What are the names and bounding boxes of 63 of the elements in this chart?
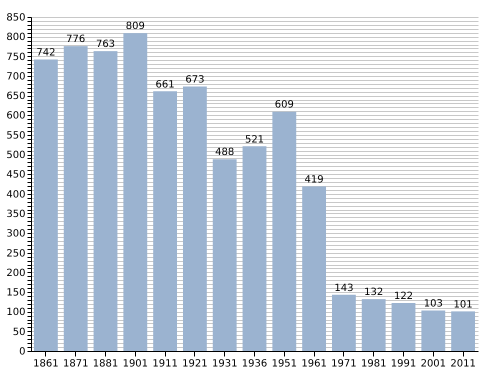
bar [451,311,476,351]
x-tick-label: 1961 [301,358,327,370]
y-tick-label: 700 [6,71,26,82]
data-label: 673 [185,74,204,86]
data-label: 488 [215,147,234,158]
data-label: 419 [304,174,324,186]
bar [302,186,326,351]
x-tick-label: 1936 [242,358,268,370]
bar [64,46,88,351]
x-tick-label: 1911 [152,358,178,370]
bar [153,91,178,351]
data-label: 103 [424,298,443,310]
data-label: 101 [454,299,473,310]
x-tick-label: 1871 [62,358,88,370]
bar [421,310,446,351]
data-label: 143 [334,282,354,294]
bar [392,303,416,351]
y-tick-label: 350 [6,208,26,220]
bar [272,112,296,351]
bar [123,33,148,351]
data-label: 661 [156,79,175,90]
x-tick-label: 1981 [360,358,386,370]
bar [212,159,237,351]
y-tick-label: 400 [6,189,26,200]
y-tick-label: 650 [6,91,26,102]
y-tick-label: 500 [6,150,26,162]
y-tick-label: 50 [12,326,26,338]
x-tick-label: 1901 [122,358,148,370]
bar [362,299,386,351]
x-tick-label: 2001 [420,358,446,370]
y-tick-label: 250 [6,248,26,260]
x-tick-label: 1991 [390,358,416,370]
data-label: 122 [394,291,414,302]
data-label: 809 [126,21,145,32]
y-tick-label: 0 [19,346,26,358]
data-label: 776 [66,34,86,46]
data-label: 609 [274,100,294,111]
bar [34,59,58,351]
y-tick-label: 550 [6,130,26,142]
x-tick-label: 1971 [331,358,357,370]
data-label: 132 [364,287,384,298]
x-tick-label: 1931 [212,358,238,370]
x-tick-label: 1861 [33,358,59,370]
y-tick-label: 300 [6,228,26,240]
y-tick-label: 450 [6,170,26,181]
y-tick-label: 600 [6,110,26,122]
y-tick-label: 750 [6,52,26,63]
y-tick-label: 150 [6,288,26,299]
x-tick-label: 1951 [272,358,298,370]
y-tick-label: 850 [6,12,26,24]
x-tick-label: 1921 [182,358,208,370]
y-tick-label: 200 [6,268,26,279]
bar [242,146,266,351]
bar [332,294,356,351]
x-tick-label: 1881 [92,358,118,370]
data-label: 742 [36,47,56,58]
y-tick-label: 100 [6,307,26,318]
x-tick-label: 2011 [450,358,476,370]
data-label: 521 [244,134,264,146]
bar [182,86,207,351]
data-label: 763 [96,39,116,50]
bar [94,51,118,351]
y-tick-label: 800 [6,32,26,44]
